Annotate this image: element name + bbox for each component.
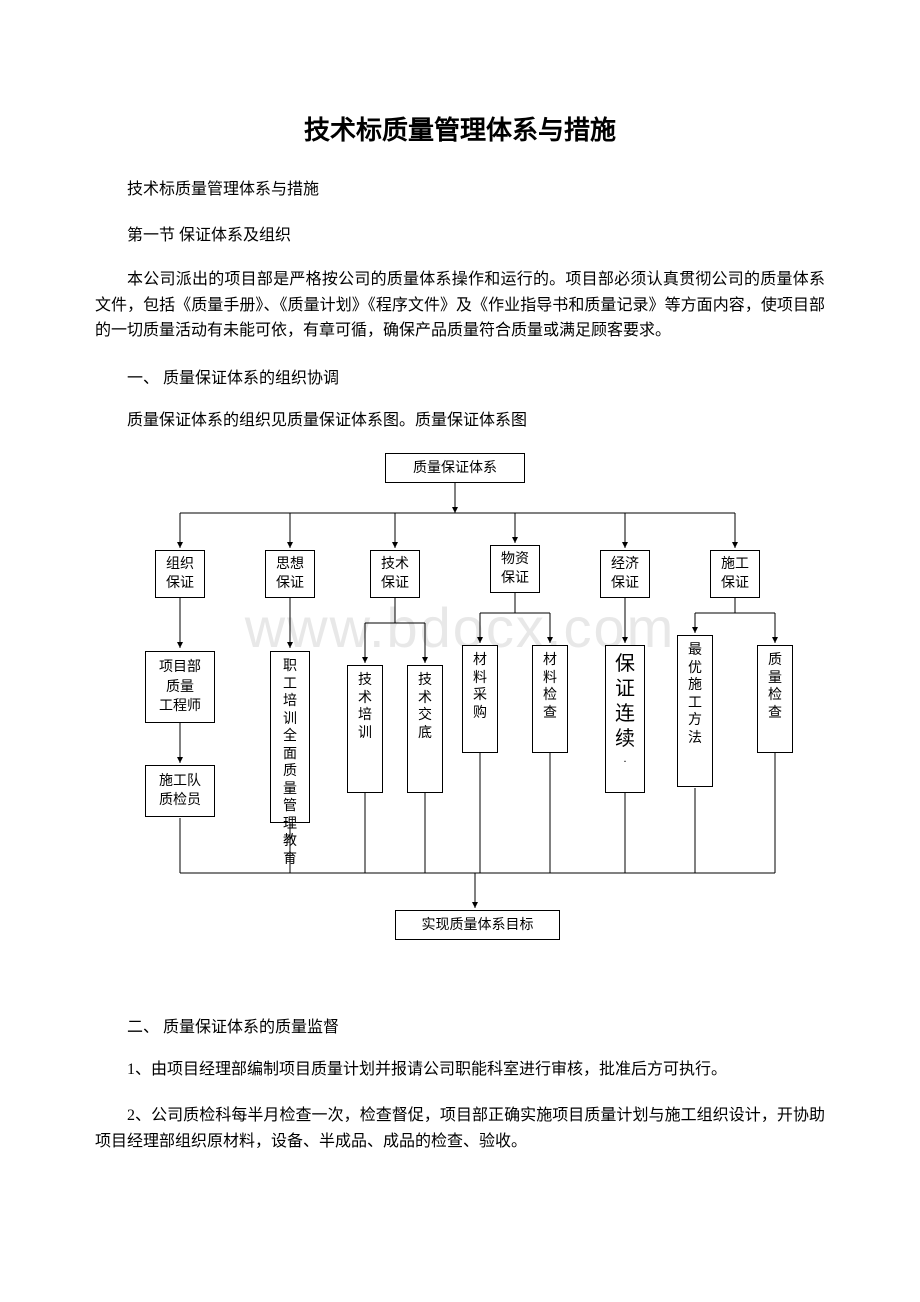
flowchart-node-material: 物资 保证 (490, 545, 540, 593)
flowchart-node-org: 组织 保证 (155, 550, 205, 598)
flowchart-node-best-method: 最优施工方法 (677, 635, 713, 787)
paragraph-4: 2、公司质检科每半月检查一次，检查督促，项目部正确实施项目质量计划与施工组织设计… (95, 1103, 825, 1154)
paragraph-2: 质量保证体系的组织见质量保证体系图。质量保证体系图 (95, 408, 825, 434)
flowchart-node-thought: 思想 保证 (265, 550, 315, 598)
flowchart-node-tech-train: 技术培训 (347, 665, 383, 793)
quality-system-flowchart: 质量保证体系 组织 保证 思想 保证 技术 保证 物资 保证 经济 保证 施工 … (95, 453, 825, 973)
flowchart-node-tech: 技术 保证 (370, 550, 420, 598)
document-title: 技术标质量管理体系与措施 (95, 110, 825, 147)
heading-1: 一、 质量保证体系的组织协调 (95, 364, 825, 388)
flowchart-node-top: 质量保证体系 (385, 453, 525, 483)
flowchart-node-mat-check: 材料检查 (532, 645, 568, 753)
flowchart-node-tech-disclosure: 技术交底 (407, 665, 443, 793)
flowchart-node-goal: 实现质量体系目标 (395, 910, 560, 940)
section-1-title: 第一节 保证体系及组织 (95, 221, 825, 245)
flowchart-node-econ: 经济 保证 (600, 550, 650, 598)
flowchart-node-training: 职工培训全面质量管理教育 (270, 651, 310, 823)
document-page: 技术标质量管理体系与措施 技术标质量管理体系与措施 第一节 保证体系及组织 本公… (0, 0, 920, 1234)
flowchart-node-mat-purchase: 材料采购 (462, 645, 498, 753)
flowchart-node-construction: 施工 保证 (710, 550, 760, 598)
flowchart-node-engineer: 项目部 质量 工程师 (145, 651, 215, 723)
document-subtitle: 技术标质量管理体系与措施 (95, 175, 825, 199)
paragraph-1: 本公司派出的项目部是严格按公司的质量体系操作和运行的。项目部必须认真贯彻公司的质… (95, 267, 825, 344)
paragraph-3: 1、由项目经理部编制项目质量计划并报请公司职能科室进行审核，批准后方可执行。 (95, 1057, 825, 1083)
flowchart-node-inspector: 施工队 质检员 (145, 765, 215, 817)
heading-2: 二、 质量保证体系的质量监督 (95, 1013, 825, 1037)
flowchart-node-continuous: 保证连续· (605, 645, 645, 793)
flowchart-node-quality-check: 质量检查 (757, 645, 793, 753)
